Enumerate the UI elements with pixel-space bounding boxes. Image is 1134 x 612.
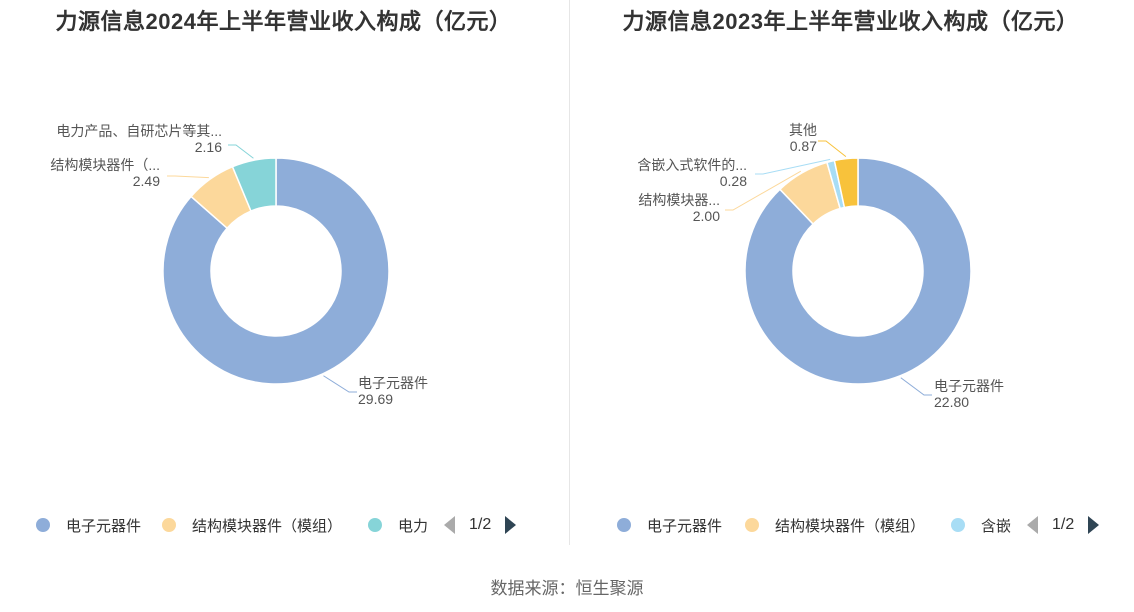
slice-label: 结构模块器件（... [50,157,160,173]
legend-item-electronic-components[interactable]: 电子元器件 [617,512,722,538]
chart-panel-2023: 力源信息2023年上半年营业收入构成（亿元） 电子元器件 22.80 结构模块器..… [567,0,1134,545]
legend: 电子元器件 结构模块器件（模组） 电力 1/2 [0,512,567,538]
slice-value-label: 2.49 [133,173,160,189]
slice-label: 电力产品、自研芯片等其... [56,123,222,139]
legend-item-embedded[interactable]: 含嵌 [951,512,1011,538]
legend: 电子元器件 结构模块器件（模组） 含嵌 1/2 [567,512,1134,538]
slice-value-label: 0.28 [720,173,747,189]
label-leader-line [818,140,847,158]
slice-value-label: 29.69 [358,391,393,407]
donut-slice[interactable] [744,157,972,385]
label-leader-line [900,377,932,396]
slice-label: 电子元器件 [358,375,428,391]
legend-prev-page-icon[interactable] [1027,516,1038,534]
donut-slice[interactable] [833,157,859,209]
slice-label: 结构模块器... [638,192,720,208]
legend-marker [745,518,759,532]
slice-value-label: 0.87 [790,138,817,154]
legend-label: 电子元器件 [647,517,723,535]
legend-marker [368,518,382,532]
legend-label: 电子元器件 [66,517,142,535]
legend-marker [36,518,50,532]
slice-label: 电子元器件 [934,378,1004,394]
slice-value-label: 2.16 [195,139,222,155]
chart-panel-2024: 力源信息2024年上半年营业收入构成（亿元） 电子元器件 29.69 结构模块器件（… [0,0,567,545]
legend-marker [951,518,965,532]
legend-label: 电力 [398,517,429,535]
legend-pager: 1/2 [1027,512,1100,538]
chart-title: 力源信息2023年上半年营业收入构成（亿元） [622,9,1079,34]
legend-item-power[interactable]: 电力 [368,512,428,538]
label-leader-line [167,175,209,179]
label-leader-line [228,144,254,159]
legend-label: 结构模块器件（模组） [192,517,343,535]
slice-label: 其他 [789,122,817,138]
legend-page-indicator: 1/2 [469,516,492,533]
legend-item-structural-modules[interactable]: 结构模块器件（模组） [745,512,925,538]
slice-value-label: 22.80 [934,394,969,410]
legend-next-page-icon[interactable] [1088,516,1100,534]
legend-item-structural-modules[interactable]: 结构模块器件（模组） [162,512,342,538]
panel-divider [569,0,570,545]
chart-title: 力源信息2024年上半年营业收入构成（亿元） [55,9,512,34]
legend-pager: 1/2 [444,512,517,538]
donut-slice[interactable] [231,157,277,212]
data-source: 数据来源：恒生聚源 [490,579,644,598]
donut-slice[interactable] [162,157,390,385]
legend-label: 结构模块器件（模组） [775,517,926,535]
legend-label: 含嵌 [981,517,1012,535]
legend-item-electronic-components[interactable]: 电子元器件 [36,512,141,538]
legend-page-indicator: 1/2 [1052,516,1075,533]
label-leader-line [725,170,802,211]
legend-marker [162,518,176,532]
slice-label: 含嵌入式软件的... [637,157,747,173]
label-leader-line [755,158,831,175]
label-leader-line [323,375,357,393]
slice-value-label: 2.00 [693,208,720,224]
legend-marker [617,518,631,532]
legend-next-page-icon[interactable] [505,516,517,534]
legend-prev-page-icon[interactable] [444,516,455,534]
